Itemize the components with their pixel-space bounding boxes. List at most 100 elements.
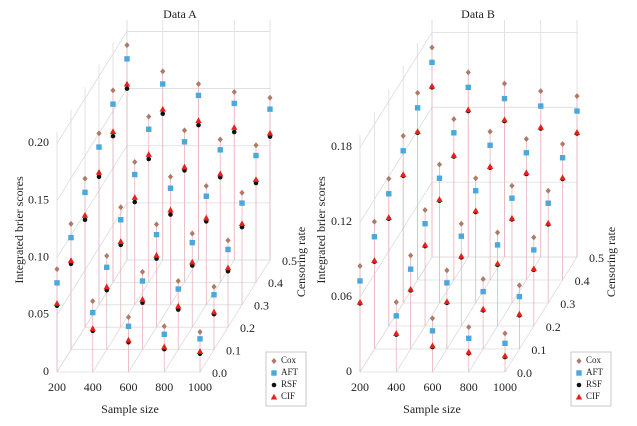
- point: [458, 233, 464, 239]
- point: [82, 175, 88, 182]
- point: [189, 239, 195, 246]
- point: [429, 328, 436, 334]
- point: [393, 313, 399, 319]
- legend-label: Cox: [281, 355, 297, 365]
- point: [196, 122, 201, 128]
- point: [421, 241, 429, 248]
- point: [231, 89, 237, 95]
- point: [203, 182, 209, 189]
- point: [429, 59, 435, 66]
- point: [573, 128, 581, 135]
- point: [132, 171, 138, 178]
- point: [386, 175, 392, 182]
- point: [181, 127, 188, 134]
- z-tick-label: 0.12: [331, 214, 352, 228]
- point: [118, 204, 124, 211]
- x-axis-label: Sample size: [403, 402, 461, 416]
- x-tick-label: 200: [351, 380, 369, 394]
- point: [458, 252, 465, 259]
- point: [239, 200, 245, 206]
- y-tick-label: 0.2: [240, 321, 255, 335]
- point: [422, 221, 428, 227]
- z-grid-line: [56, 31, 270, 144]
- point: [458, 220, 464, 227]
- point: [487, 142, 493, 148]
- point: [523, 150, 530, 156]
- point: [480, 288, 486, 295]
- x-tick-label: 200: [48, 380, 66, 394]
- point: [428, 82, 436, 89]
- point: [211, 283, 217, 290]
- legend-label: AFT: [281, 367, 299, 377]
- point: [545, 200, 551, 206]
- point: [110, 133, 116, 139]
- point: [267, 106, 273, 112]
- point: [422, 206, 428, 213]
- x-tick-label: 800: [155, 380, 173, 394]
- legend-label: RSF: [281, 379, 297, 389]
- point: [175, 302, 182, 309]
- y-axis-label: Censoring rate: [294, 227, 308, 297]
- point: [501, 80, 508, 87]
- point: [125, 336, 132, 343]
- point: [197, 329, 203, 335]
- x-tick-label: 1000: [188, 380, 212, 394]
- point: [487, 128, 493, 135]
- point: [53, 300, 61, 306]
- point: [559, 155, 566, 161]
- point: [479, 305, 487, 312]
- point: [132, 158, 138, 165]
- point: [117, 238, 124, 244]
- point: [153, 231, 160, 238]
- point: [104, 252, 110, 259]
- legend: Cox AFT RSF CIF: [570, 351, 612, 407]
- point: [159, 105, 166, 112]
- x-tick-label: 600: [424, 380, 442, 394]
- point: [465, 106, 472, 113]
- point: [96, 174, 102, 180]
- point: [436, 175, 443, 181]
- point: [203, 214, 210, 221]
- point: [501, 116, 508, 123]
- x-grid-line: [56, 20, 128, 373]
- point: [125, 314, 132, 321]
- point: [82, 217, 88, 223]
- legend-label: Cox: [586, 355, 602, 365]
- point: [538, 88, 544, 95]
- point: [90, 298, 96, 305]
- point: [466, 324, 472, 331]
- chart-title: Data A: [163, 7, 197, 21]
- y-axis-label: Censoring rate: [604, 227, 618, 297]
- legend-label: CIF: [586, 391, 600, 401]
- point: [509, 182, 515, 189]
- point: [146, 113, 152, 120]
- point: [175, 278, 181, 285]
- point: [68, 220, 74, 227]
- point: [357, 278, 363, 284]
- point: [516, 282, 522, 289]
- point: [451, 130, 457, 136]
- point: [89, 325, 96, 332]
- point: [385, 214, 392, 220]
- point: [371, 218, 377, 225]
- point: [239, 189, 245, 196]
- point: [225, 237, 231, 244]
- point: [266, 129, 274, 136]
- z-axis-label: Integrated brier scores: [314, 176, 328, 284]
- point: [502, 330, 508, 337]
- point: [139, 268, 146, 275]
- point: [267, 94, 273, 101]
- point: [124, 56, 130, 62]
- point: [161, 323, 167, 330]
- point: [473, 188, 479, 194]
- x-grid-line: [199, 20, 271, 373]
- point: [494, 229, 501, 236]
- x-tick-label: 400: [387, 380, 405, 394]
- legend-marker: [576, 370, 582, 376]
- point: [443, 298, 451, 305]
- point: [545, 187, 551, 194]
- z-tick-label: 0.15: [28, 192, 49, 206]
- point: [450, 151, 458, 158]
- point: [181, 139, 188, 145]
